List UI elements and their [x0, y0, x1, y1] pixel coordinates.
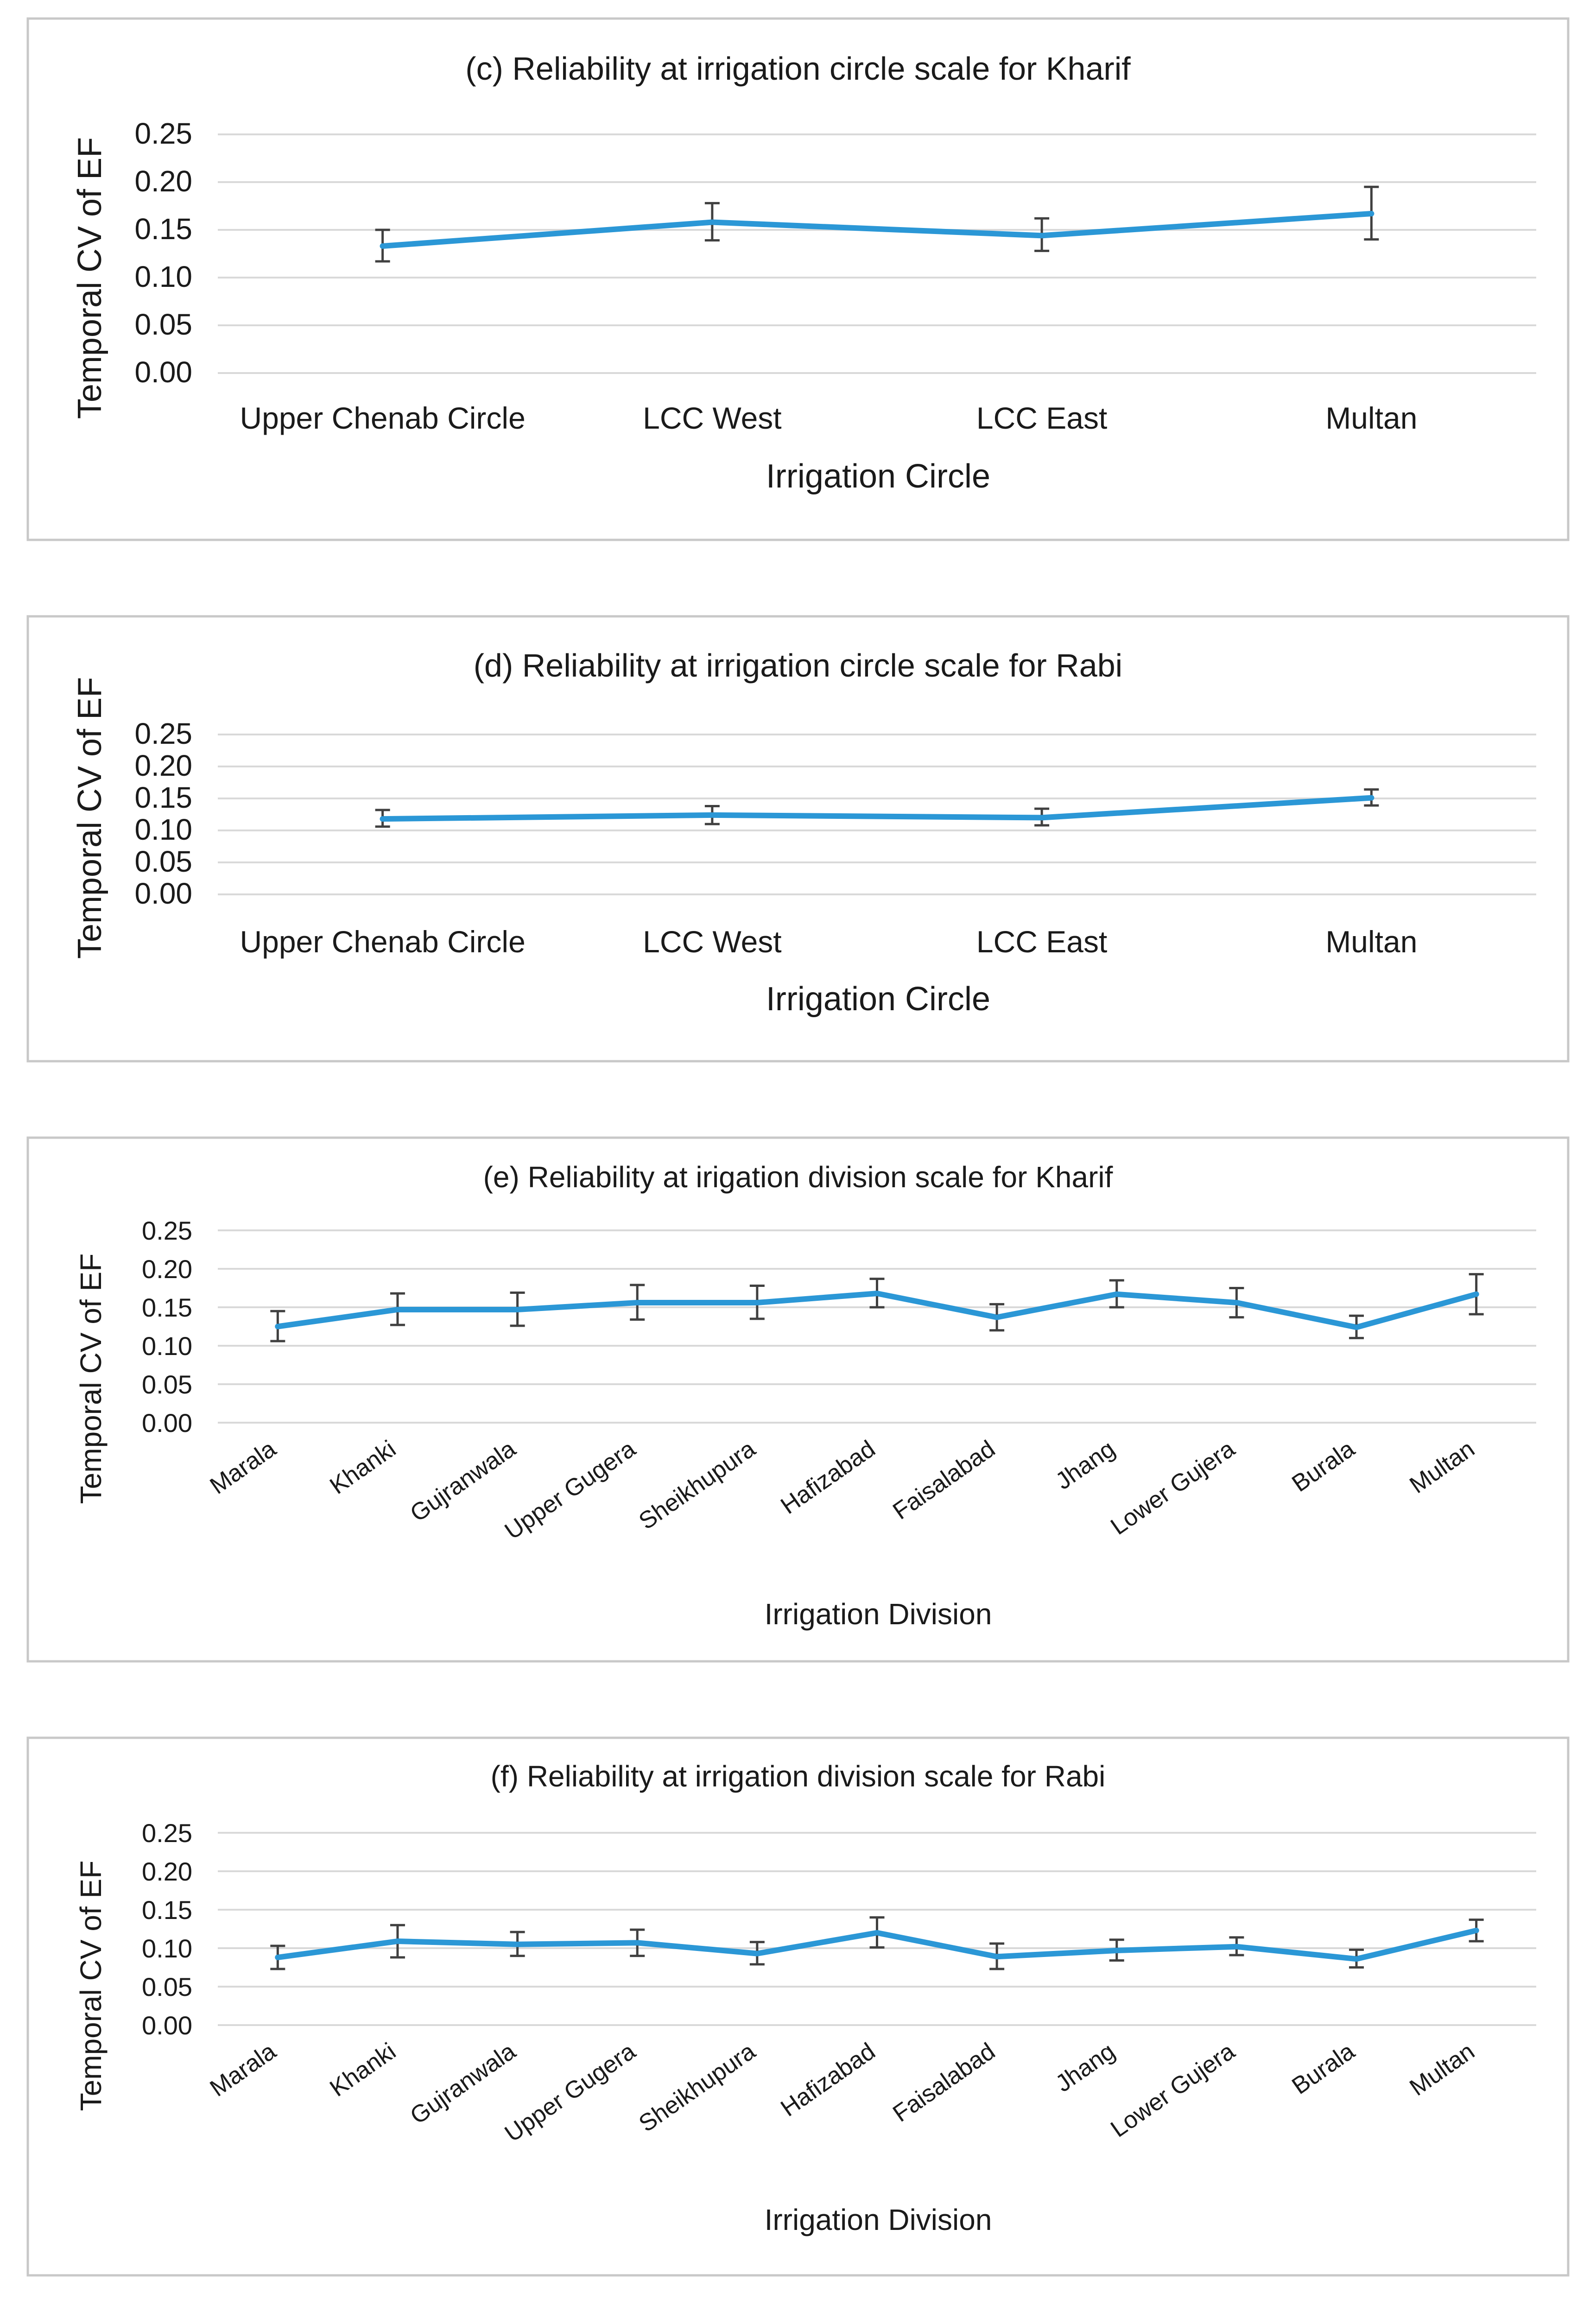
chart-title: (e) Reliability at irigation division sc… [483, 1160, 1113, 1194]
x-category-label: LCC West [643, 401, 782, 435]
data-point [394, 1938, 400, 1944]
data-point [380, 243, 386, 249]
y-axis-label: Temporal CV of EF [74, 1861, 108, 2111]
data-point [1354, 1956, 1360, 1962]
data-point [709, 219, 715, 225]
data-point [1368, 795, 1374, 801]
panel-e: (e) Reliability at irigation division sc… [26, 1136, 1570, 1663]
chart-title: (d) Reliability at irrigation circle sca… [474, 647, 1122, 684]
y-tick-label: 0.05 [134, 308, 192, 341]
y-tick-label: 0.00 [142, 1408, 192, 1437]
panel-frame [26, 1136, 1570, 1663]
y-tick-label: 0.05 [142, 1972, 192, 2001]
y-tick-label: 0.10 [134, 260, 192, 293]
panel-frame [26, 615, 1570, 1063]
y-tick-label: 0.25 [142, 1818, 192, 1848]
y-axis-label: Temporal CV of EF [74, 1254, 108, 1504]
y-tick-label: 0.25 [134, 117, 192, 150]
data-point [634, 1940, 640, 1946]
data-point [275, 1323, 281, 1330]
x-category-label: Multan [1325, 401, 1417, 435]
y-tick-label: 0.20 [142, 1254, 192, 1284]
data-point [994, 1954, 1000, 1960]
data-point [1473, 1291, 1479, 1297]
chart-title: (c) Reliability at irrigation circle sca… [465, 51, 1131, 87]
x-category-label: LCC East [976, 925, 1107, 959]
panel-d: (d) Reliability at irrigation circle sca… [26, 615, 1570, 1063]
panel-frame [26, 1736, 1570, 2277]
data-point [1114, 1947, 1120, 1953]
x-category-label: Multan [1325, 925, 1417, 959]
panel-frame [26, 17, 1570, 541]
series-line [380, 795, 1374, 822]
data-point [1114, 1291, 1120, 1297]
y-tick-label: 0.05 [142, 1370, 192, 1399]
plot-area: 0.25 0.20 0.15 0.10 0.05 0.00 Upper Chenab Cir… [134, 117, 1536, 435]
chart-title: (f) Reliability at irrigation division s… [491, 1760, 1106, 1793]
x-category-label: Upper Chenab Circle [240, 925, 525, 959]
y-tick-label: 0.15 [142, 1895, 192, 1925]
y-tick-label: 0.25 [134, 717, 192, 750]
data-point [1039, 815, 1045, 821]
y-tick-label: 0.05 [134, 845, 192, 878]
data-point [754, 1950, 760, 1957]
data-point [1234, 1944, 1240, 1950]
plot-area: 0.250.200.150.100.050.00 Upper Chenab Cir… [134, 717, 1536, 959]
y-tick-label: 0.20 [142, 1857, 192, 1886]
y-tick-label: 0.10 [134, 813, 192, 846]
x-axis-label: Irrigation Division [765, 2203, 992, 2236]
y-tick-label: 0.15 [142, 1293, 192, 1322]
y-tick-label: 0.00 [142, 2011, 192, 2040]
panel-f: (f) Reliability at irrigation division s… [26, 1736, 1570, 2277]
data-point [634, 1300, 640, 1306]
y-tick-label: 0.25 [142, 1216, 192, 1245]
x-category-label: Upper Chenab Circle [240, 401, 525, 435]
data-point [874, 1291, 880, 1297]
x-axis-label: Irrigation Circle [766, 458, 990, 495]
data-point [1354, 1324, 1360, 1330]
x-axis-label: Irrigation Division [765, 1597, 992, 1631]
data-point [1234, 1300, 1240, 1306]
y-tick-label: 0.10 [142, 1934, 192, 1963]
data-point [709, 812, 715, 818]
data-point [994, 1314, 1000, 1320]
y-tick-label: 0.00 [134, 355, 192, 389]
y-tick-label: 0.20 [134, 165, 192, 198]
data-point [874, 1930, 880, 1936]
y-tick-label: 0.20 [134, 749, 192, 782]
x-axis-label: Irrigation Circle [766, 981, 990, 1018]
data-point [1368, 210, 1374, 216]
y-tick-label: 0.00 [134, 877, 192, 910]
data-point [394, 1306, 400, 1312]
y-tick-label: 0.10 [142, 1331, 192, 1361]
data-point [514, 1306, 520, 1312]
data-point [514, 1941, 520, 1947]
y-tick-label: 0.15 [134, 212, 192, 246]
y-axis-label: Temporal CV of EF [71, 137, 108, 419]
data-point [1473, 1927, 1479, 1933]
data-point [1039, 233, 1045, 239]
y-tick-label: 0.15 [134, 781, 192, 814]
y-axis-label: Temporal CV of EF [71, 677, 108, 959]
panel-c: (c) Reliability at irrigation circle sca… [26, 17, 1570, 541]
data-point [275, 1954, 281, 1960]
x-category-label: LCC East [976, 401, 1107, 435]
data-point [380, 816, 386, 822]
data-point [754, 1300, 760, 1306]
x-category-label: LCC West [643, 925, 782, 959]
series-line [380, 210, 1374, 249]
